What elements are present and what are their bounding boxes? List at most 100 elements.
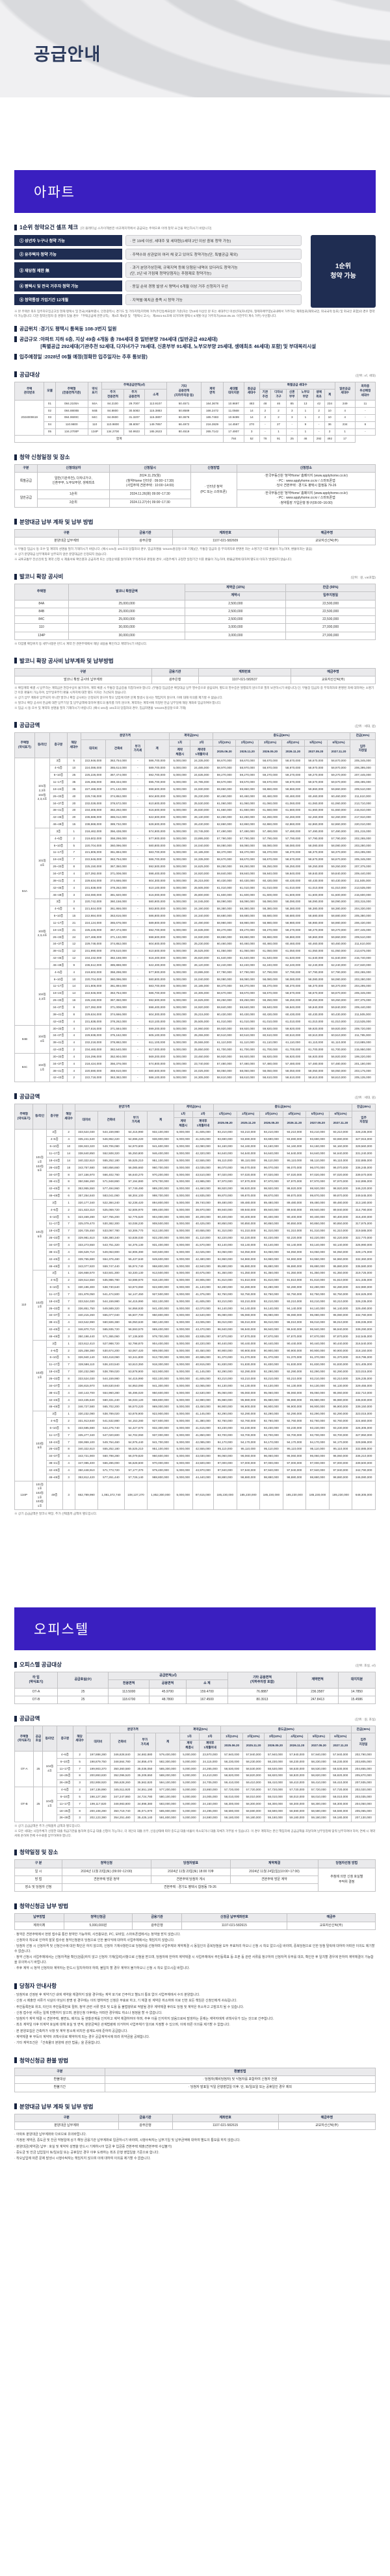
cell: 61,060,000 xyxy=(304,799,328,808)
cell: 93,210,000 xyxy=(306,1375,330,1383)
cell: 97,870,000 xyxy=(213,1333,237,1341)
cell: 7 xyxy=(62,1368,75,1376)
cell: 96,010,000 xyxy=(328,1319,353,1327)
cell: 97,000,000 xyxy=(259,1459,283,1468)
cell: 60,430,000 xyxy=(304,877,328,886)
cell: 329,981,610 xyxy=(74,1234,99,1243)
cell: 97,940,000 xyxy=(282,1467,307,1475)
table-row: 계좌이체 5,000,000원 광주은행 1107-021-582615 교보자산신탁(… xyxy=(14,1921,376,1930)
cell: 18~24층 xyxy=(49,856,68,864)
cell: 5,000,000 xyxy=(173,1389,193,1397)
cell: 97,940,000 xyxy=(213,1467,237,1475)
cell: 585,900,000 xyxy=(155,1807,180,1815)
cell: 231,990,000 xyxy=(80,947,107,956)
cell: 24,185,000 xyxy=(190,848,214,857)
cell: 541,532,880 xyxy=(98,1417,125,1426)
cell: 610,600,000 xyxy=(144,799,170,808)
cell: 583,700,000 xyxy=(144,982,170,991)
cell: 58,370,000 xyxy=(281,848,305,857)
table-row: 분양대금 납부계좌 광주은행 1107-021-582609 교보자산신탁(주) xyxy=(14,537,376,546)
cell: 236,512,000 xyxy=(80,961,107,970)
cell: 234,308,000 xyxy=(80,806,107,815)
cell: - xyxy=(131,940,145,948)
cell: 5 xyxy=(73,1758,86,1766)
cell: 1 xyxy=(62,1340,75,1348)
cell: 59,410,000 xyxy=(220,1779,243,1787)
cell: 49층 xyxy=(46,1481,63,1511)
cell: 5 xyxy=(73,1793,86,1802)
col-header: 계좌번호 xyxy=(172,2113,279,2122)
cell: 329,175,000 xyxy=(352,1248,376,1257)
cell: 93,210,000 xyxy=(328,1128,353,1137)
cell: 61,700,000 xyxy=(258,1046,282,1054)
cell: 18~24층 xyxy=(46,1227,63,1235)
cell: 59,840,000 xyxy=(258,870,282,878)
cell: 27,000,000 xyxy=(285,631,376,640)
cell: 5,000,000 xyxy=(173,1262,193,1270)
cell: 54,953,090 xyxy=(124,1382,148,1391)
cell: 60,460,000 xyxy=(258,793,282,800)
cell: 316,400,000 xyxy=(352,1213,376,1221)
col-header: 잔금(35%) xyxy=(350,732,376,740)
table-row: 26~33층 8 329,981,610 538,380,340 53,838,030 9… xyxy=(15,1234,376,1243)
cell: 104동 1호 xyxy=(34,1053,51,1082)
bullet-line: · 신청자의 착오로 인하여 잘못 접수된 청약신청분의 당첨으로 인한 불이익… xyxy=(14,1938,175,1943)
title-bar-icon xyxy=(14,1983,17,1989)
cell: 59,840,000 xyxy=(213,870,237,878)
cell: 200,108,290 xyxy=(85,1807,110,1815)
cell: 25,215,000 xyxy=(190,877,214,886)
cell: 340,143,700 xyxy=(74,1389,99,1397)
cell: 38~41층 xyxy=(46,1319,63,1327)
cell: 989,200,000 xyxy=(147,1185,174,1193)
col-header: 2026.05.20 xyxy=(264,1739,287,1752)
cell: 48 xyxy=(259,400,271,408)
cell: 14 xyxy=(66,989,81,998)
cell: 969,000,000 xyxy=(147,1403,174,1411)
cell: 361,894,000 xyxy=(105,982,132,991)
cell: 35,071,970 xyxy=(133,1807,157,1815)
balcony-account-table-holder: 구분 금융기관 계좌번호 예금주명 발코니 확장 공사비 납부계좌 광주은행 1107-02… xyxy=(14,667,376,685)
cell: 59,860,000 xyxy=(281,786,305,794)
col-header: 건축비 xyxy=(109,1732,135,1752)
cell: 92,290,000 xyxy=(282,1410,307,1418)
cell: 5,000,000 xyxy=(169,969,191,977)
cell: 5,000,000 xyxy=(169,799,191,808)
cell: 538,380,340 xyxy=(98,1234,125,1243)
col-header: 잔금(35%) xyxy=(351,1726,376,1733)
cell: - xyxy=(259,421,271,429)
cell: 58,970,000 xyxy=(258,764,282,773)
cell: 24,185,000 xyxy=(190,982,214,991)
cell: 61,660,000 xyxy=(326,806,351,815)
cell: 527,755,200 xyxy=(98,1213,125,1221)
note-line: ※ 발코니 확장 공사비 잔금에 대한 납부기일 및 납부금액에 대하여 별도의… xyxy=(14,700,222,704)
cell: 92,290,000 xyxy=(236,1410,261,1418)
cell: 42,990,000 xyxy=(192,1396,214,1404)
cell: 95,110,000 xyxy=(306,1157,330,1165)
cell: 59,180,000 xyxy=(242,1814,265,1822)
cell: 101동 5호 xyxy=(32,1199,47,1270)
cell: 38~41층 xyxy=(49,877,68,886)
cell: 215,950,000 xyxy=(350,1046,376,1054)
cell: 5,000,000 xyxy=(179,1786,200,1794)
cell: 57,720,000 xyxy=(307,1786,330,1794)
cell: 41,605,000 xyxy=(192,1128,214,1137)
cell: 202,020,000 xyxy=(351,1786,376,1794)
cell: 4 xyxy=(62,1241,75,1250)
cell: 57,940,000 xyxy=(307,1751,330,1759)
cell: 55,437,640 xyxy=(124,1256,148,1263)
cell: 592,700,000 xyxy=(144,771,170,780)
cell: 58,080,000 xyxy=(213,976,237,984)
schedule-title: 청약 신청일정 및 장소 xyxy=(20,454,70,461)
table-row: 11~17층 7 331,878,050 541,474,500 54,147,450 9… xyxy=(15,1291,376,1299)
cell: 560,798,280 xyxy=(98,1452,125,1461)
cell: 27 xyxy=(270,421,287,429)
cell: 203,805,000 xyxy=(351,1758,376,1766)
ot-pay-account-table: 구분 금융기관 계좌번호 예금주명 분양대금 납부계좌 광주은행 1107-021-5826… xyxy=(14,2113,376,2131)
ot-deposit-bullets: · 청약은 견본주택에서 현장 접수를 통한 청약만 가능하며, 사전홍보관, … xyxy=(14,1933,376,1972)
table-row: 분양대금 납부계좌 광주은행 1107-021-582615 교보자산신탁(주) xyxy=(14,2121,376,2131)
cell: 536,103,540 xyxy=(98,1361,125,1369)
cell: 58,370,000 xyxy=(304,982,328,991)
cell: 57,490,000 xyxy=(326,828,351,836)
cell: 2 xyxy=(66,1046,81,1054)
cell: 1107-021-582609 xyxy=(172,537,279,546)
